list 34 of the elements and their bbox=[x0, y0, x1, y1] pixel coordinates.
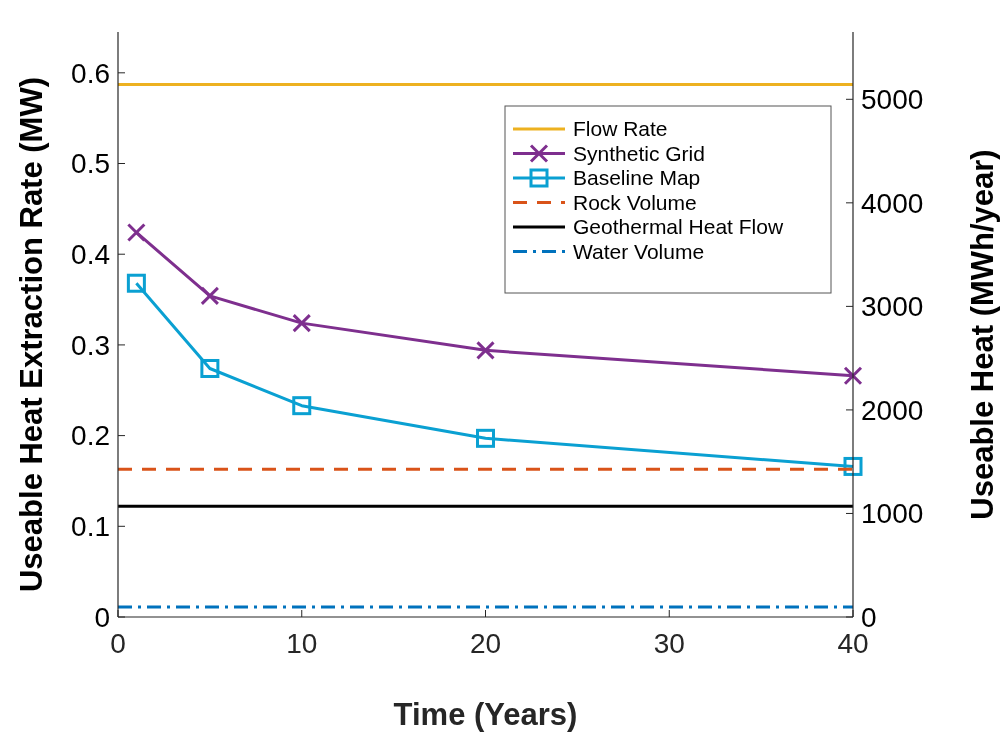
y-tick-label: 0.5 bbox=[71, 148, 110, 180]
point bbox=[292, 396, 312, 416]
legend-label: Baseline Map bbox=[573, 166, 701, 190]
y2-tick-label: 3000 bbox=[861, 291, 924, 323]
legend-label: Water Volume bbox=[573, 239, 705, 263]
y-tick-label: 0.2 bbox=[71, 420, 110, 452]
x-tick-label: 30 bbox=[653, 628, 685, 659]
y2-tick-label: 2000 bbox=[861, 394, 924, 426]
y-tick-label: 0.3 bbox=[71, 329, 110, 361]
legend-label: Geothermal Heat Flow bbox=[573, 215, 784, 239]
legend-label: Rock Volume bbox=[573, 190, 697, 214]
point bbox=[200, 358, 220, 378]
point bbox=[476, 340, 495, 360]
point bbox=[843, 366, 863, 386]
y2-axis-title: Useable Heat (MWh/year) bbox=[965, 149, 1000, 520]
y2-tick-label: 4000 bbox=[861, 187, 924, 219]
x-axis-title: Time (Years) bbox=[393, 697, 578, 732]
legend-label: Flow Rate bbox=[573, 117, 668, 141]
x-tick-label: 10 bbox=[286, 628, 318, 659]
y-axis-title: Useable Heat Extraction Rate (MW) bbox=[14, 76, 49, 593]
legend-label: Synthetic Grid bbox=[573, 141, 705, 165]
y-tick-label: 0.6 bbox=[71, 57, 110, 89]
y2-tick-label: 5000 bbox=[861, 84, 924, 116]
y-tick-label: 0 bbox=[94, 601, 110, 633]
point bbox=[292, 313, 312, 333]
point bbox=[126, 273, 146, 293]
y-tick-label: 0.4 bbox=[71, 239, 110, 271]
point bbox=[200, 286, 220, 306]
x-tick-label: 20 bbox=[469, 628, 502, 659]
point bbox=[126, 222, 146, 242]
y2-tick-label: 1000 bbox=[861, 498, 924, 530]
point bbox=[843, 456, 863, 476]
y-tick-label: 0.1 bbox=[71, 511, 110, 543]
point bbox=[476, 428, 495, 448]
